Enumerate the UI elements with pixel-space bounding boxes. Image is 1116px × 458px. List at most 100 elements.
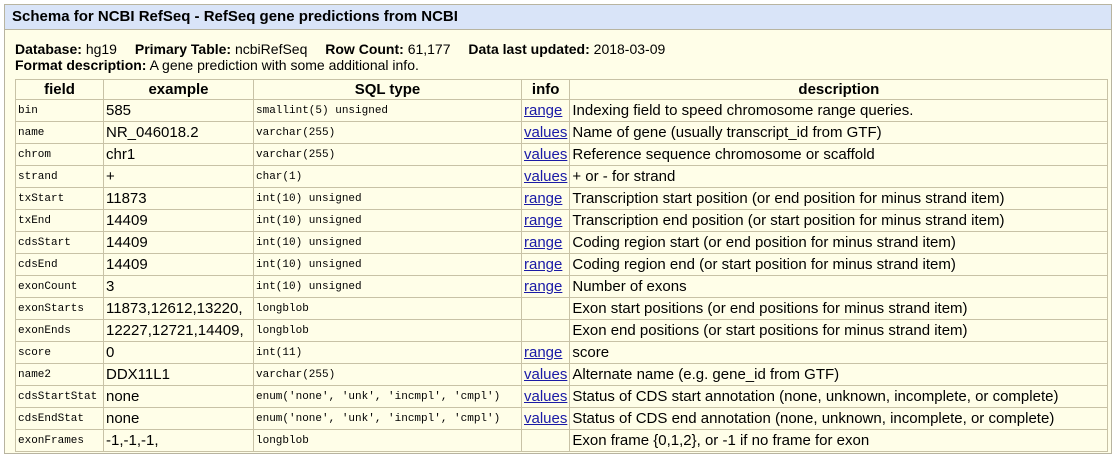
example-cell: DDX11L1 [103,363,254,386]
range-link[interactable]: range [524,278,563,295]
info-cell [520,319,571,342]
table-row: txStart 11873 int(10) unsigned range Transcr… [15,187,1109,210]
table-row: exonEnds 12227,12721,14409, longblob Exon e… [15,319,1109,342]
field-cell: txEnd [15,209,104,232]
description-cell: score [569,341,1109,364]
sql-type-cell: varchar(255) [253,143,522,166]
description-cell: Exon frame {0,1,2}, or -1 if no frame fo… [569,429,1109,452]
description-cell: Name of gene (usually transcript_id from… [569,121,1109,144]
example-cell: none [103,385,254,408]
description-cell: Coding region start (or end position for… [569,231,1109,254]
format-label: Format description: [15,57,147,73]
values-link[interactable]: values [524,366,568,383]
primary-table-label: Primary Table: [134,41,232,57]
values-link[interactable]: values [524,146,568,163]
example-cell: none [103,407,254,430]
sql-type-cell: longblob [253,429,522,452]
primary-table-value: ncbiRefSeq [234,41,308,57]
field-cell: score [15,341,104,364]
table-row: cdsStart 14409 int(10) unsigned range Coding… [15,231,1109,254]
header-sql-type: SQL type [253,79,522,100]
description-cell: Indexing field to speed chromosome range… [569,99,1109,122]
meta-line-1: Database: hg19 Primary Table: ncbiRefSeq… [15,41,1111,57]
info-cell: values [520,407,571,430]
page-title: Schema for NCBI RefSeq - RefSeq gene pre… [5,5,1111,30]
table-row: cdsStartStat none enum('none', 'unk', 'inc… [15,385,1109,408]
info-cell: values [520,121,571,144]
values-link[interactable]: values [524,410,568,427]
table-row: strand + char(1) values + or - for strand [15,165,1109,188]
info-cell: range [520,209,571,232]
info-cell: values [520,385,571,408]
sql-type-cell: int(10) unsigned [253,275,522,298]
field-cell: name [15,121,104,144]
description-cell: Transcription start position (or end pos… [569,187,1109,210]
example-cell: 3 [103,275,254,298]
field-cell: name2 [15,363,104,386]
info-cell [520,429,571,452]
info-cell: range [520,275,571,298]
example-cell: + [103,165,254,188]
example-cell: 11873 [103,187,254,210]
description-cell: Status of CDS end annotation (none, unkn… [569,407,1109,430]
info-cell: range [520,231,571,254]
table-row: cdsEnd 14409 int(10) unsigned range Coding r… [15,253,1109,276]
row-count-value: 61,177 [407,41,451,57]
sql-type-cell: enum('none', 'unk', 'incmpl', 'cmpl') [253,385,522,408]
range-link[interactable]: range [524,344,563,361]
sql-type-cell: int(10) unsigned [253,231,522,254]
info-cell: range [520,253,571,276]
database-value: hg19 [85,41,117,57]
updated-value: 2018-03-09 [593,41,666,57]
field-cell: bin [15,99,104,122]
table-row: name NR_046018.2 varchar(255) values Name of… [15,121,1109,144]
header-row: field example SQL type info description [15,79,1109,100]
example-cell: 12227,12721,14409, [103,319,254,342]
values-link[interactable]: values [524,388,568,405]
info-cell: values [520,363,571,386]
table-row: exonStarts 11873,12612,13220, longblob Exon… [15,297,1109,320]
description-cell: Coding region end (or start position for… [569,253,1109,276]
values-link[interactable]: values [524,168,568,185]
sql-type-cell: smallint(5) unsigned [253,99,522,122]
table-row: txEnd 14409 int(10) unsigned range Transcrip… [15,209,1109,232]
example-cell: 14409 [103,231,254,254]
info-cell: range [520,187,571,210]
field-cell: cdsEndStat [15,407,104,430]
format-value: A gene prediction with some additional i… [149,57,419,73]
range-link[interactable]: range [524,212,563,229]
description-cell: Status of CDS start annotation (none, un… [569,385,1109,408]
example-cell: 14409 [103,209,254,232]
field-cell: cdsEnd [15,253,104,276]
description-cell: Alternate name (e.g. gene_id from GTF) [569,363,1109,386]
description-cell: Exon end positions (or start positions f… [569,319,1109,342]
table-row: bin 585 smallint(5) unsigned range Indexing … [15,99,1109,122]
range-link[interactable]: range [524,234,563,251]
meta-line-2: Format description: A gene prediction wi… [15,57,1111,73]
example-cell: 585 [103,99,254,122]
sql-type-cell: int(10) unsigned [253,209,522,232]
sql-type-cell: varchar(255) [253,363,522,386]
sql-type-cell: int(10) unsigned [253,253,522,276]
header-info: info [520,79,571,100]
header-example: example [103,79,254,100]
table-row: chrom chr1 varchar(255) values Reference seq… [15,143,1109,166]
schema-table: field example SQL type info description … [15,79,1109,452]
sql-type-cell: int(11) [253,341,522,364]
example-cell: -1,-1,-1, [103,429,254,452]
range-link[interactable]: range [524,256,563,273]
table-row: name2 DDX11L1 varchar(255) values Alternate … [15,363,1109,386]
example-cell: 0 [103,341,254,364]
example-cell: 11873,12612,13220, [103,297,254,320]
values-link[interactable]: values [524,124,568,141]
table-row: cdsEndStat none enum('none', 'unk', 'incmp… [15,407,1109,430]
description-cell: Number of exons [569,275,1109,298]
range-link[interactable]: range [524,190,563,207]
example-cell: chr1 [103,143,254,166]
row-count-label: Row Count: [325,41,404,57]
info-cell: range [520,99,571,122]
range-link[interactable]: range [524,102,563,119]
updated-label: Data last updated: [468,41,590,57]
sql-type-cell: longblob [253,319,522,342]
sql-type-cell: int(10) unsigned [253,187,522,210]
